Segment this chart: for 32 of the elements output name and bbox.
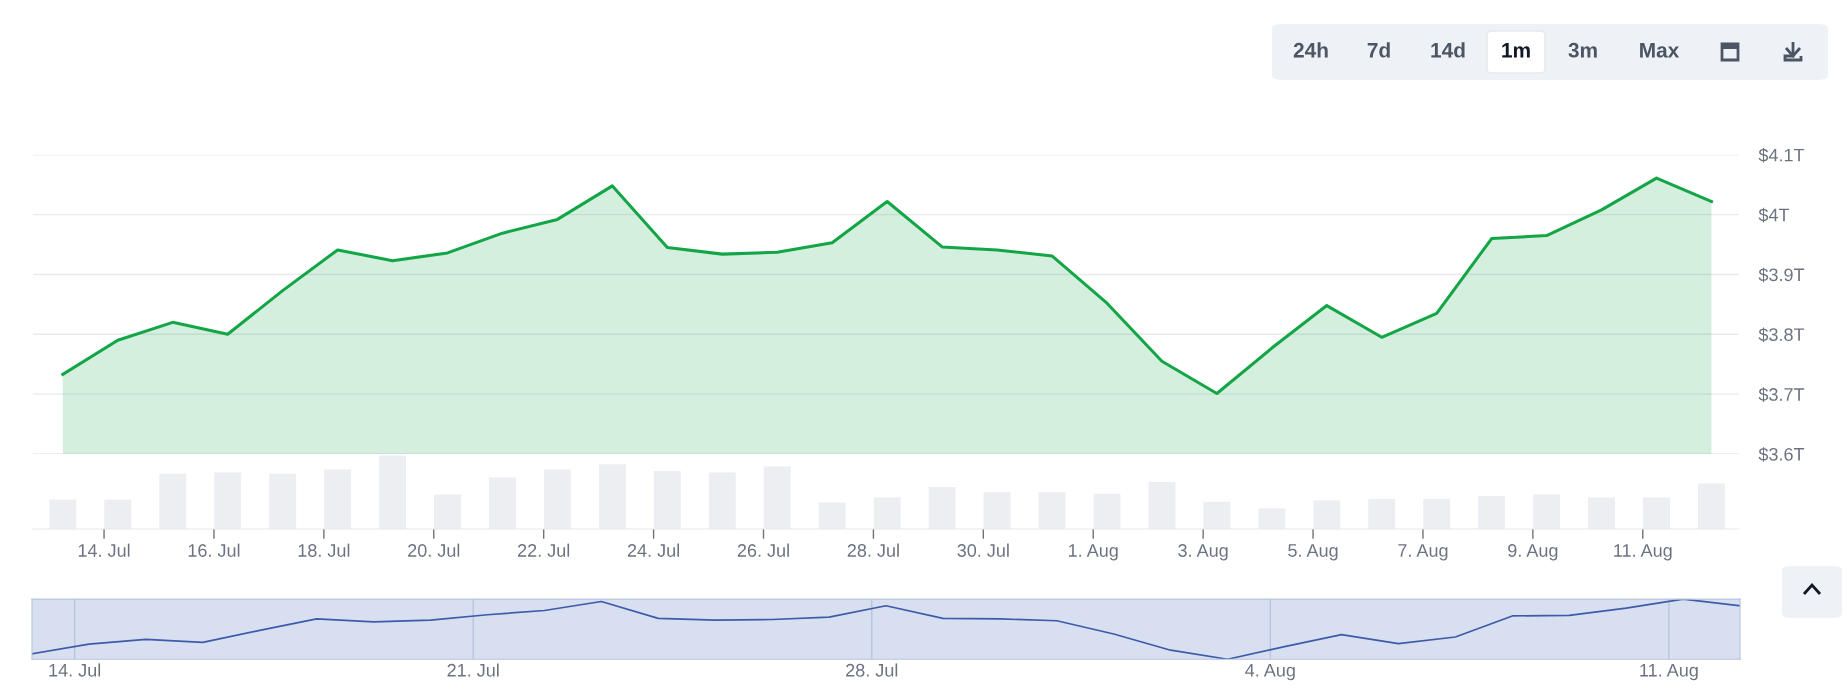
x-tick-label: 11. Aug: [1640, 664, 1698, 681]
y-tick-label: $3.6T: [1758, 447, 1805, 462]
text: 1m: [1502, 43, 1530, 58]
y-tick-label: $3.9T: [1758, 267, 1805, 283]
text: 7d: [1367, 42, 1390, 58]
x-tick-label: 14. Jul: [49, 663, 101, 677]
y-tick-label: $4.1T: [1758, 147, 1805, 163]
x-tick-label: 26. Jul: [737, 543, 789, 557]
x-tick-label: 24. Jul: [627, 543, 679, 557]
text: 3m: [1568, 42, 1597, 58]
x-tick-label: 16. Jul: [188, 543, 240, 557]
text: 24h: [1293, 42, 1328, 58]
x-tick-label: 18. Jul: [298, 543, 350, 557]
x-tick-label: 4. Aug: [1245, 664, 1295, 681]
y-tick-label: $3.7T: [1758, 387, 1805, 402]
text: 14d: [1431, 42, 1465, 58]
x-tick-label: 21. Jul: [447, 663, 499, 677]
x-tick-label: 28. Jul: [847, 543, 899, 557]
y-tick-label: $4T: [1758, 207, 1790, 223]
x-tick-label: 5. Aug: [1288, 544, 1338, 561]
x-tick-label: 14. Jul: [78, 543, 130, 557]
x-tick-label: 3. Aug: [1178, 544, 1228, 561]
y-tick-label: $3.8T: [1758, 327, 1805, 343]
x-tick-label: 1. Aug: [1069, 544, 1118, 561]
x-tick-label: 7. Aug: [1398, 544, 1448, 561]
x-tick-label: 20. Jul: [408, 543, 460, 557]
text: Max: [1640, 43, 1680, 58]
x-tick-label: 30. Jul: [957, 543, 1009, 557]
x-tick-label: 28. Jul: [846, 663, 898, 677]
x-tick-label: 9. Aug: [1508, 544, 1558, 561]
x-tick-label: 22. Jul: [517, 543, 570, 557]
x-tick-label: 11. Aug: [1614, 544, 1672, 561]
